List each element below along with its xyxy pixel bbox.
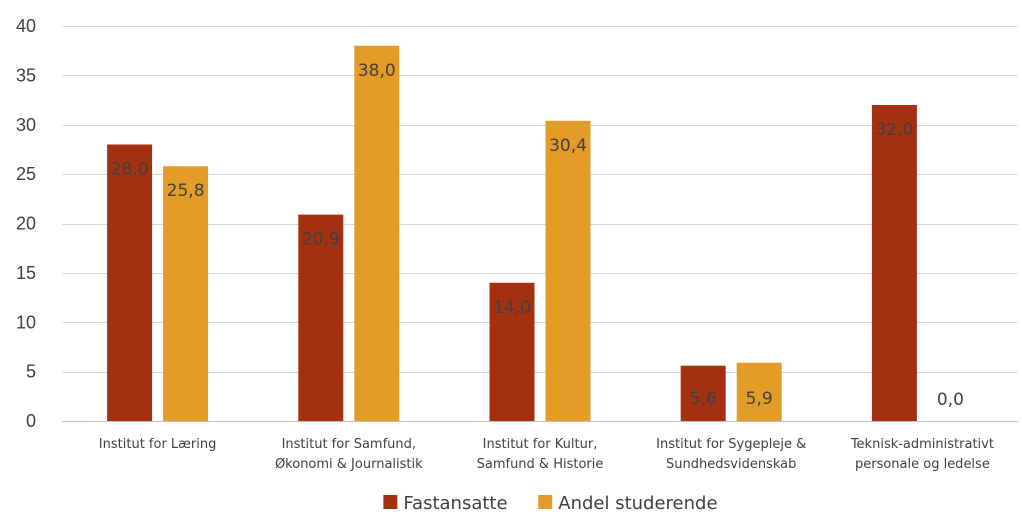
bar-andel-studerende — [163, 166, 209, 421]
category-label: Institut for Sygepleje & — [656, 437, 806, 452]
bar-fastansatte — [107, 144, 153, 421]
y-tick-label: 15 — [16, 263, 36, 283]
data-label: 25,8 — [167, 181, 205, 201]
data-label: 28,0 — [111, 160, 149, 180]
legend-label: Fastansatte — [403, 493, 507, 514]
legend-swatch-fastansatte — [383, 495, 398, 509]
y-tick-label: 20 — [16, 214, 36, 234]
bar-fastansatte — [680, 365, 726, 421]
data-label: 14,0 — [493, 298, 531, 318]
category-label: Teknisk-administrativt — [850, 437, 994, 452]
category-label: Institut for Læring — [99, 437, 217, 452]
bar-fastansatte — [871, 105, 917, 421]
y-tick-label: 30 — [16, 115, 36, 135]
category-label: Samfund & Historie — [477, 457, 604, 472]
bar-fastansatte — [489, 282, 535, 421]
y-tick-label: 0 — [26, 411, 36, 431]
bar-fastansatte — [298, 214, 344, 421]
data-label: 20,9 — [302, 230, 340, 250]
y-axis-tick-labels: 0 5 10 15 20 25 30 35 40 — [16, 16, 36, 431]
bars — [107, 45, 917, 422]
y-tick-label: 5 — [26, 362, 36, 382]
category-label: Institut for Kultur, — [483, 437, 598, 452]
y-tick-label: 10 — [16, 312, 36, 332]
category-labels: Institut for Læring Institut for Samfund,… — [99, 437, 994, 472]
data-label: 30,4 — [549, 136, 587, 156]
y-tick-label: 35 — [16, 65, 36, 85]
category-label: Økonomi & Journalistik — [275, 457, 423, 472]
y-tick-label: 40 — [16, 16, 36, 36]
bar-andel-studerende — [736, 362, 782, 421]
bar-andel-studerende — [354, 45, 400, 421]
legend-label: Andel studerende — [558, 493, 717, 514]
category-label: personale og ledelse — [855, 457, 990, 472]
gridlines — [62, 26, 1018, 422]
data-labels: 28,0 25,8 20,9 38,0 14,0 30,4 5,6 5,9 32,0 0,0 — [111, 61, 964, 410]
data-label: 38,0 — [358, 61, 396, 81]
y-tick-label: 25 — [16, 164, 36, 184]
data-label: 0,0 — [937, 390, 964, 410]
legend: Fastansatte Andel studerende — [383, 493, 718, 514]
data-label: 5,9 — [746, 389, 773, 409]
bar-andel-studerende — [545, 120, 591, 422]
data-label: 32,0 — [875, 120, 913, 140]
legend-swatch-andel-studerende — [538, 495, 553, 509]
data-label: 5,6 — [690, 389, 717, 409]
category-label: Institut for Samfund, — [282, 437, 416, 452]
category-label: Sundhedsvidenskab — [666, 457, 796, 472]
